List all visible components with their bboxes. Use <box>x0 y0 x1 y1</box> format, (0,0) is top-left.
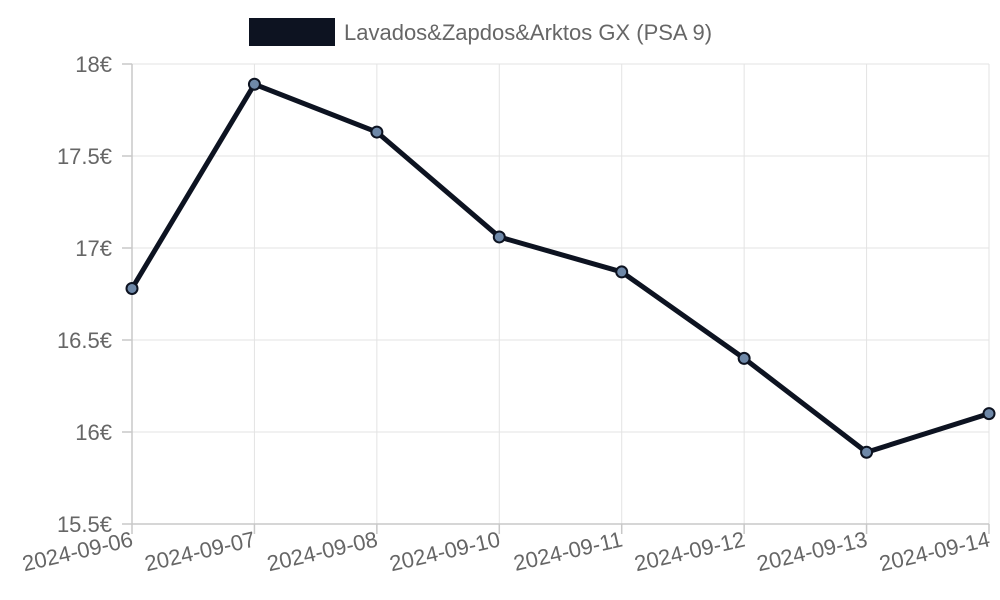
x-tick-label: 2024-09-12 <box>632 527 747 577</box>
data-point[interactable] <box>737 351 751 365</box>
data-point[interactable] <box>247 77 261 91</box>
series-group <box>125 77 996 459</box>
x-tick-label: 2024-09-10 <box>387 527 502 577</box>
x-tick-label: 2024-09-14 <box>877 527 992 577</box>
y-tick-label: 16€ <box>75 420 112 445</box>
data-point[interactable] <box>125 281 139 295</box>
data-point[interactable] <box>370 125 384 139</box>
y-axis-tick-labels: 15.5€ 16€ 16.5€ 17€ 17.5€ 18€ <box>57 52 112 537</box>
x-axis-tick-labels: 2024-09-06 2024-09-07 2024-09-08 2024-09-10… <box>20 527 992 577</box>
y-tick-label: 15.5€ <box>57 512 112 537</box>
grid-lines <box>131 63 990 525</box>
y-tick-label: 17€ <box>75 236 112 261</box>
legend[interactable]: Lavados&Zapdos&Arktos GX (PSA 9) <box>249 18 712 46</box>
x-tick-label: 2024-09-13 <box>754 527 869 577</box>
data-point[interactable] <box>492 230 506 244</box>
data-point[interactable] <box>860 445 874 459</box>
y-tick-label: 18€ <box>75 52 112 77</box>
legend-label: Lavados&Zapdos&Arktos GX (PSA 9) <box>344 20 712 45</box>
y-tick-label: 17.5€ <box>57 144 112 169</box>
data-point[interactable] <box>615 265 629 279</box>
series-line <box>129 81 992 455</box>
axes <box>122 63 990 534</box>
legend-swatch <box>249 18 335 46</box>
x-tick-label: 2024-09-07 <box>142 527 257 577</box>
x-tick-label: 2024-09-11 <box>511 527 625 576</box>
y-tick-label: 16.5€ <box>57 328 112 353</box>
x-tick-label: 2024-09-08 <box>265 527 380 577</box>
data-point[interactable] <box>982 407 996 421</box>
